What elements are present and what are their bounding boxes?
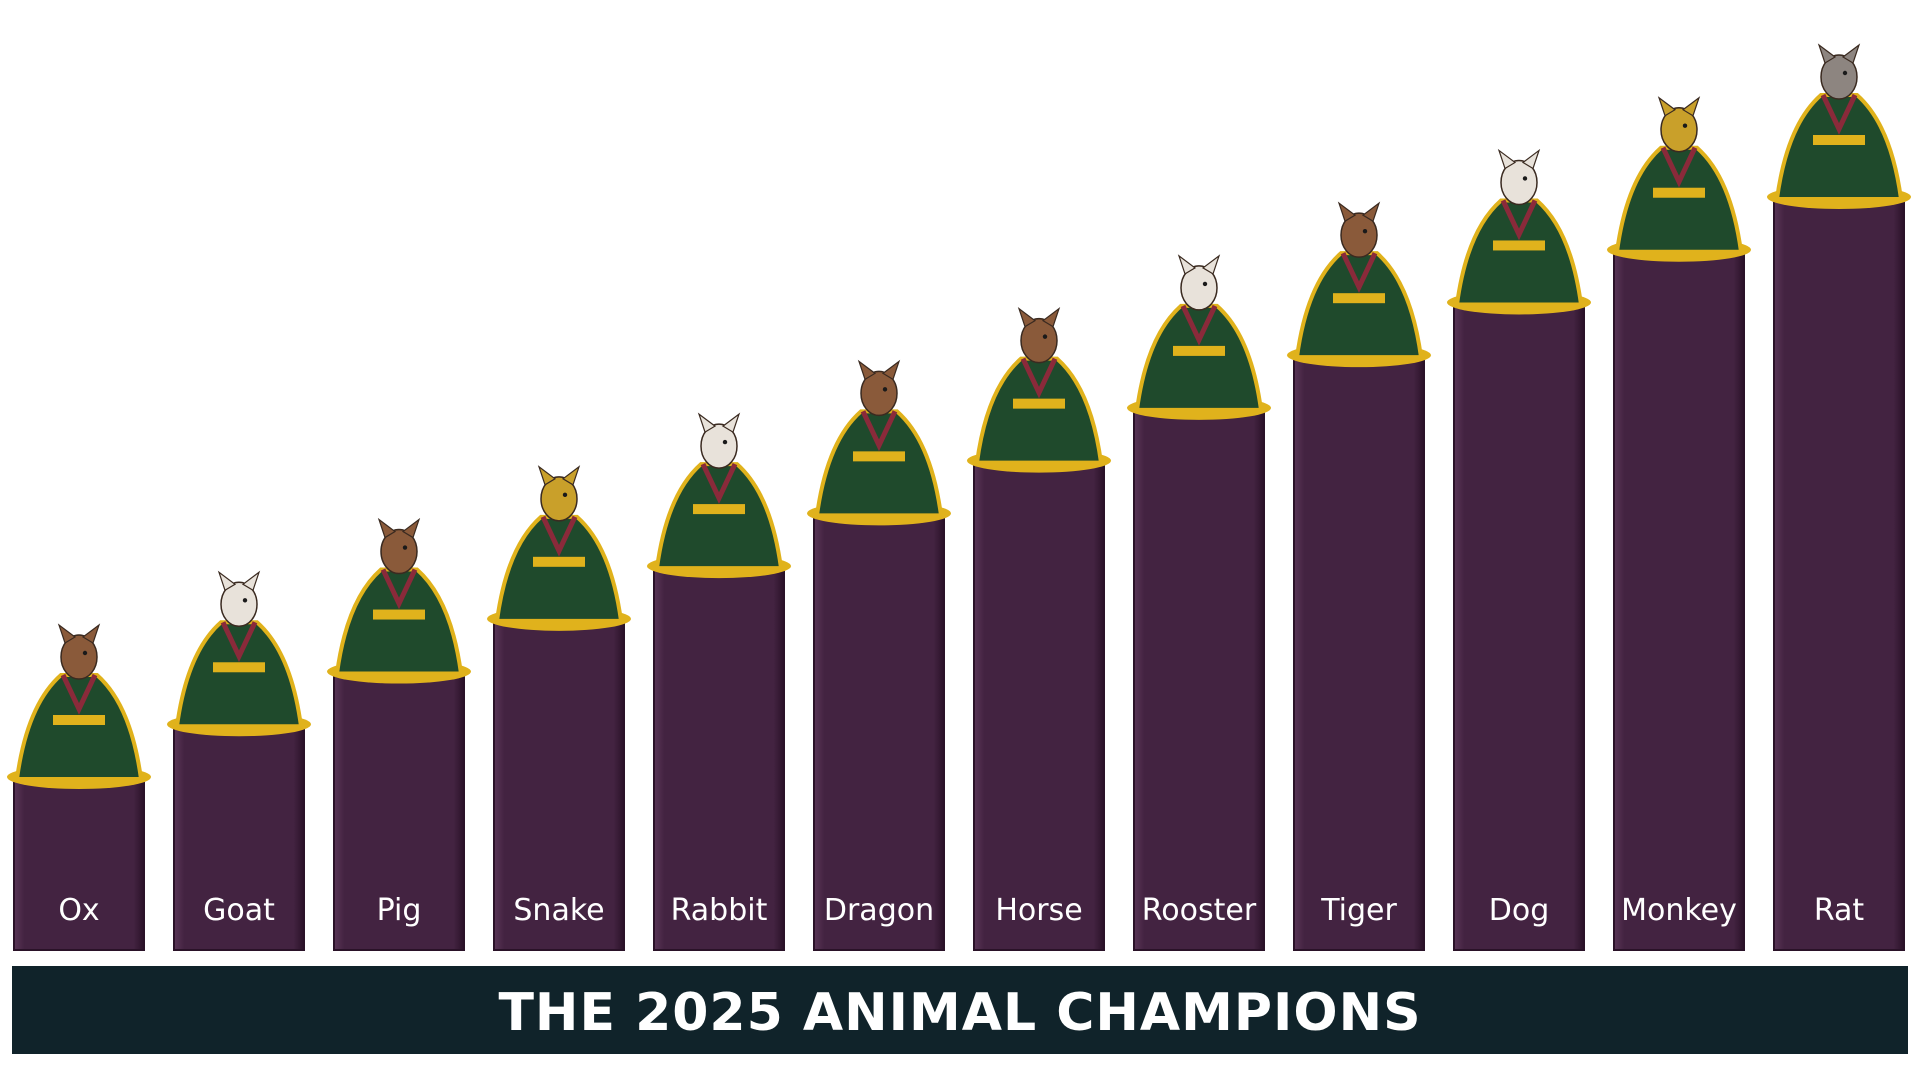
bar-label-goat: Goat xyxy=(203,893,275,928)
bar-label-dragon: Dragon xyxy=(824,893,934,928)
bar-ox xyxy=(13,774,145,951)
title-banner: THE 2025 ANIMAL CHAMPIONS xyxy=(12,966,1908,1054)
bar-dog xyxy=(1453,299,1585,952)
bars-layer xyxy=(13,194,1905,952)
bar-tiger xyxy=(1293,352,1425,951)
bar-dragon xyxy=(813,510,945,951)
labels-layer: Ox Goat Pig Snake Rabbit Dragon Horse Rooster Ti… xyxy=(58,893,1864,928)
bar-label-rabbit: Rabbit xyxy=(671,893,768,928)
dog-icon xyxy=(1447,148,1591,315)
title-banner-background xyxy=(12,966,1908,1054)
chart-title: THE 2025 ANIMAL CHAMPIONS xyxy=(498,983,1421,1043)
bar-label-dog: Dog xyxy=(1489,893,1550,928)
goat-icon xyxy=(167,570,311,737)
bar-monkey xyxy=(1613,246,1745,951)
snake-icon xyxy=(487,465,631,631)
tiger-icon xyxy=(1287,201,1431,368)
bar-label-rat: Rat xyxy=(1814,893,1865,928)
bar-goat xyxy=(173,721,305,951)
bar-rat xyxy=(1773,194,1905,951)
bar-horse xyxy=(973,457,1105,951)
bar-label-monkey: Monkey xyxy=(1621,893,1737,928)
bar-snake xyxy=(493,615,625,951)
pig-icon xyxy=(327,517,471,684)
bar-label-ox: Ox xyxy=(58,893,99,928)
monkey-icon xyxy=(1607,96,1751,262)
bar-label-pig: Pig xyxy=(377,893,422,928)
dragon-icon xyxy=(807,359,951,526)
bar-rabbit xyxy=(653,563,785,951)
rooster-icon xyxy=(1127,254,1271,420)
figures-layer xyxy=(7,43,1911,789)
bar-label-rooster: Rooster xyxy=(1142,893,1257,928)
bar-label-horse: Horse xyxy=(995,893,1082,928)
bar-label-snake: Snake xyxy=(513,893,604,928)
rabbit-icon xyxy=(647,412,791,579)
rat-icon xyxy=(1767,43,1911,209)
ox-icon xyxy=(7,623,151,789)
bar-rooster xyxy=(1133,404,1265,951)
horse-icon xyxy=(967,307,1111,473)
bar-label-tiger: Tiger xyxy=(1320,893,1397,928)
